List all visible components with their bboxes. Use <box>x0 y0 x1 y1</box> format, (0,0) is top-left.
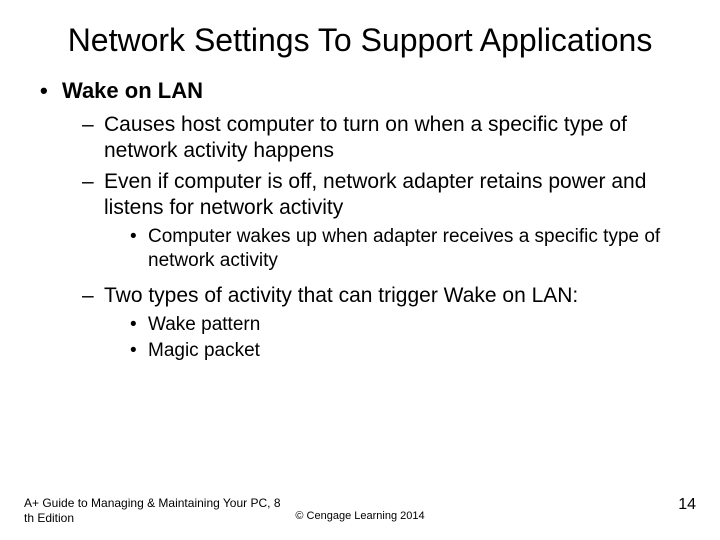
bullet-level3: Wake pattern <box>130 313 696 337</box>
bullet-level2: Causes host computer to turn on when a s… <box>82 112 696 165</box>
spacer <box>40 275 696 283</box>
bullet-level1: Wake on LAN <box>40 78 696 104</box>
footer-page-number: 14 <box>678 496 696 514</box>
slide-title: Network Settings To Support Applications <box>40 20 680 60</box>
footer-copyright: © Cengage Learning 2014 <box>24 510 696 522</box>
bullet-level2: Two types of activity that can trigger W… <box>82 283 696 309</box>
bullet-level2: Even if computer is off, network adapter… <box>82 169 696 222</box>
bullet-level3: Magic packet <box>130 339 696 363</box>
slide-body: Wake on LAN Causes host computer to turn… <box>24 78 696 362</box>
bullet-level3: Computer wakes up when adapter receives … <box>130 225 696 273</box>
slide: Network Settings To Support Applications… <box>0 0 720 540</box>
